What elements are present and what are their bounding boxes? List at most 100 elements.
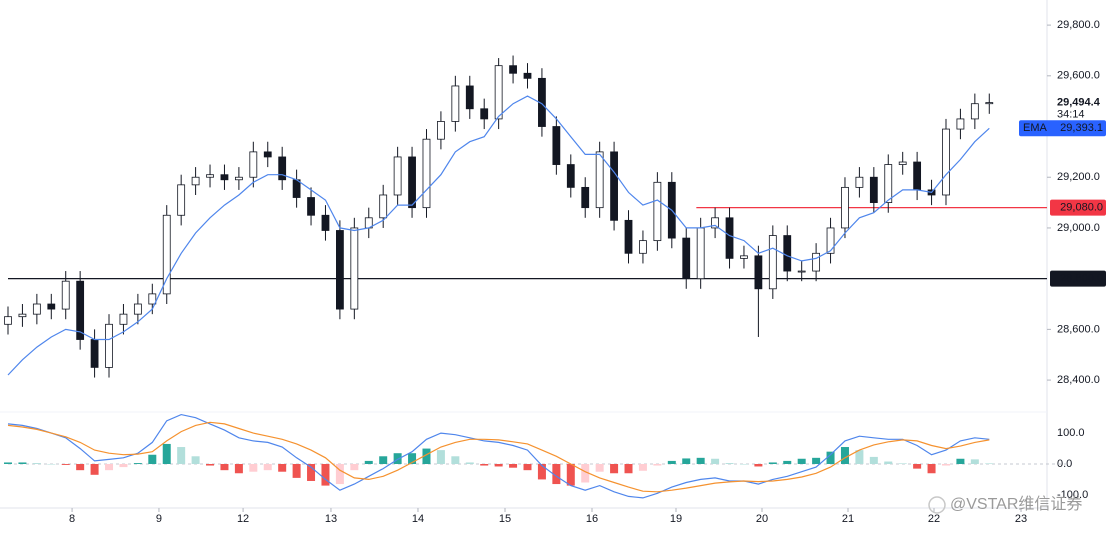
candle-body (884, 164, 893, 203)
histogram-bar (119, 464, 128, 468)
candle-body (942, 128, 950, 196)
candle (869, 167, 878, 213)
histogram-bar (884, 461, 893, 464)
candle-body (177, 184, 186, 216)
candle-body (913, 161, 922, 191)
candle (768, 225, 777, 299)
candle (408, 146, 416, 218)
candle (754, 245, 763, 337)
countdown: 34:14 (1057, 108, 1085, 120)
candle-body (18, 313, 27, 318)
candle (970, 93, 979, 130)
histogram-bar (552, 464, 561, 485)
candle (523, 63, 532, 89)
candle-body (581, 186, 590, 209)
candle-body (32, 303, 41, 315)
candle (32, 293, 41, 325)
candle-body (321, 214, 330, 231)
watermark: @VSTAR维信证券 (928, 495, 1082, 514)
x-tick-label: 16 (586, 513, 598, 525)
histogram-bar (509, 464, 518, 468)
histogram-bar (566, 464, 575, 486)
candle (307, 187, 315, 226)
histogram-bar (191, 456, 200, 464)
histogram-bar (855, 450, 864, 464)
histogram-bar (956, 458, 965, 464)
x-tick-label: 9 (156, 513, 162, 525)
candle-body (61, 280, 70, 310)
level-tag (1050, 199, 1106, 216)
watermark-logo (928, 496, 946, 514)
candle-body (523, 72, 532, 79)
histogram-bar (754, 464, 763, 467)
histogram-bar (653, 464, 662, 466)
candle (855, 167, 864, 198)
histogram-bar (682, 458, 691, 464)
histogram-bar (913, 464, 922, 469)
histogram-bar (812, 457, 821, 464)
histogram-bar (249, 464, 258, 472)
histogram-bar (105, 464, 114, 471)
x-tick-label: 23 (1015, 513, 1027, 525)
candle-body (566, 164, 575, 188)
histogram-bar (537, 464, 546, 480)
histogram-bar (335, 464, 344, 485)
x-tick-label: 12 (237, 513, 249, 525)
candle-body (4, 316, 12, 325)
histogram-bar (263, 464, 272, 471)
histogram-bar (465, 462, 474, 464)
candle-body (509, 65, 517, 74)
candle (841, 177, 849, 239)
candle (234, 167, 243, 190)
candle-body (451, 85, 460, 122)
x-tick-label: 15 (499, 513, 511, 525)
x-tick-label: 22 (928, 513, 940, 525)
histogram-bar (739, 464, 748, 465)
candle-body (263, 151, 272, 158)
indicator-line (7, 95, 990, 376)
candle-body (985, 102, 994, 105)
candle (437, 111, 445, 150)
y-tick-label: 100.0 (1057, 427, 1085, 439)
candle (76, 271, 85, 350)
candle (18, 304, 27, 327)
candle (249, 141, 258, 188)
candle-body (278, 156, 287, 181)
histogram-bar (350, 464, 359, 471)
candle (581, 177, 590, 218)
candle (826, 217, 835, 264)
candle (610, 141, 618, 231)
candle-body (249, 151, 258, 178)
candle (725, 207, 734, 269)
candle-body (898, 161, 907, 165)
candle (639, 230, 647, 264)
indicator-line (7, 421, 990, 493)
histogram-bar (783, 460, 792, 464)
histogram-bar (595, 464, 604, 472)
histogram-bar (76, 464, 85, 471)
candle-body (826, 227, 835, 254)
histogram-bar (696, 457, 705, 464)
histogram-bar (667, 460, 676, 464)
candle-body (148, 293, 157, 305)
candle (942, 118, 950, 206)
candle-body (465, 85, 474, 110)
candle-body (408, 156, 416, 209)
x-tick-label: 21 (842, 513, 854, 525)
candle (653, 172, 662, 251)
candle (985, 93, 994, 114)
histogram-bar (162, 443, 171, 464)
y-tick-label: 29,800.0 (1057, 19, 1100, 31)
histogram-bar (47, 464, 56, 465)
candle (595, 141, 604, 218)
histogram-bar (581, 464, 590, 483)
histogram-bar (985, 463, 994, 464)
candle-body (624, 219, 633, 254)
candle (884, 154, 893, 213)
histogram-bar (234, 464, 243, 474)
candle (898, 151, 907, 175)
histogram-bar (4, 462, 12, 464)
candle-body (494, 65, 503, 120)
histogram-bar (278, 464, 287, 472)
